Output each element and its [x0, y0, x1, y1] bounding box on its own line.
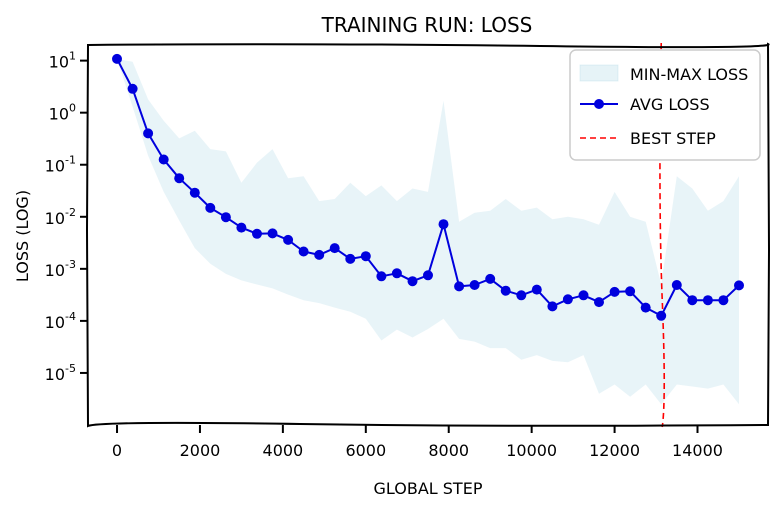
avg-loss-point-35: [656, 310, 667, 321]
chart-title: TRAINING RUN: LOSS: [321, 13, 533, 37]
avg-loss-point-8: [236, 222, 247, 233]
y-tick-label-3: 10-2: [45, 206, 76, 228]
avg-loss-point-10: [267, 228, 278, 239]
avg-loss-point-7: [220, 212, 231, 223]
avg-loss-point-11: [283, 234, 294, 245]
avg-loss-point-13: [314, 249, 325, 260]
legend-label-avg: AVG LOSS: [630, 95, 710, 114]
minmax-band: [117, 58, 739, 405]
avg-loss-point-26: [516, 290, 527, 301]
avg-loss-point-4: [174, 173, 185, 184]
best-step-line: [659, 42, 666, 428]
avg-loss-point-5: [189, 187, 200, 198]
avg-loss-point-27: [531, 284, 542, 295]
avg-loss-point-16: [360, 251, 371, 262]
y-tick-label-6: 10-5: [45, 362, 76, 384]
x-tick-label-5: 10000: [506, 441, 557, 460]
avg-loss-point-22: [454, 281, 465, 292]
avg-loss-point-40: [734, 280, 744, 291]
avg-loss-point-19: [407, 276, 418, 287]
legend: MIN-MAX LOSS AVG LOSS BEST STEP: [569, 49, 761, 161]
avg-loss-point-1: [127, 83, 138, 94]
y-axis-label: LOSS (LOG): [13, 190, 32, 282]
x-tick-label-7: 14000: [672, 441, 723, 460]
avg-loss-point-36: [671, 280, 682, 290]
avg-loss-point-39: [718, 295, 729, 306]
avg-loss-point-12: [298, 246, 309, 257]
avg-loss-point-15: [345, 253, 356, 264]
x-axis: 0 2000 4000 6000 8000 10000 12000 14000: [112, 425, 723, 460]
avg-loss-point-18: [391, 268, 402, 279]
y-tick-label-0: 101: [49, 50, 76, 72]
x-tick-label-3: 6000: [345, 441, 386, 460]
legend-swatch-avg-marker: [594, 99, 604, 109]
avg-loss-point-21: [438, 219, 449, 230]
avg-loss-point-37: [687, 295, 698, 306]
avg-loss-point-24: [485, 273, 496, 284]
avg-loss-point-0: [112, 53, 122, 64]
x-axis-label: GLOBAL STEP: [374, 479, 483, 498]
legend-box: [569, 49, 761, 161]
x-tick-label-4: 8000: [428, 441, 469, 460]
legend-label-best: BEST STEP: [630, 129, 716, 148]
avg-loss-point-33: [625, 286, 636, 297]
y-axis: 101 100 10-1 10-2 10-3 10-4 10-5: [45, 50, 88, 384]
avg-loss-point-23: [469, 280, 480, 290]
avg-loss-point-17: [376, 271, 387, 282]
avg-loss-point-29: [562, 294, 573, 305]
avg-loss-point-20: [423, 270, 433, 281]
avg-loss-point-31: [594, 297, 604, 308]
legend-label-minmax: MIN-MAX LOSS: [630, 65, 748, 84]
avg-loss-point-6: [205, 202, 216, 213]
plot-frame: [85, 42, 771, 428]
x-tick-label-2: 4000: [263, 441, 304, 460]
avg-loss-point-34: [640, 302, 651, 313]
avg-loss-point-32: [609, 286, 620, 297]
avg-loss-point-30: [578, 290, 589, 301]
y-tick-label-2: 10-1: [45, 154, 76, 176]
x-tick-label-1: 2000: [180, 441, 221, 460]
plot-area: [112, 42, 744, 428]
x-tick-label-0: 0: [112, 441, 122, 460]
avg-loss-point-2: [143, 128, 154, 139]
avg-loss-point-3: [158, 154, 169, 165]
y-tick-label-4: 10-3: [45, 258, 76, 280]
avg-loss-point-25: [500, 285, 511, 296]
avg-loss-point-14: [329, 243, 340, 254]
y-tick-label-5: 10-4: [45, 310, 76, 332]
avg-loss-point-28: [547, 301, 558, 312]
y-tick-label-1: 100: [49, 102, 76, 124]
avg-loss-point-9: [252, 228, 262, 239]
legend-swatch-minmax: [579, 64, 619, 82]
avg-loss-point-38: [702, 295, 713, 306]
x-tick-label-6: 12000: [589, 441, 640, 460]
